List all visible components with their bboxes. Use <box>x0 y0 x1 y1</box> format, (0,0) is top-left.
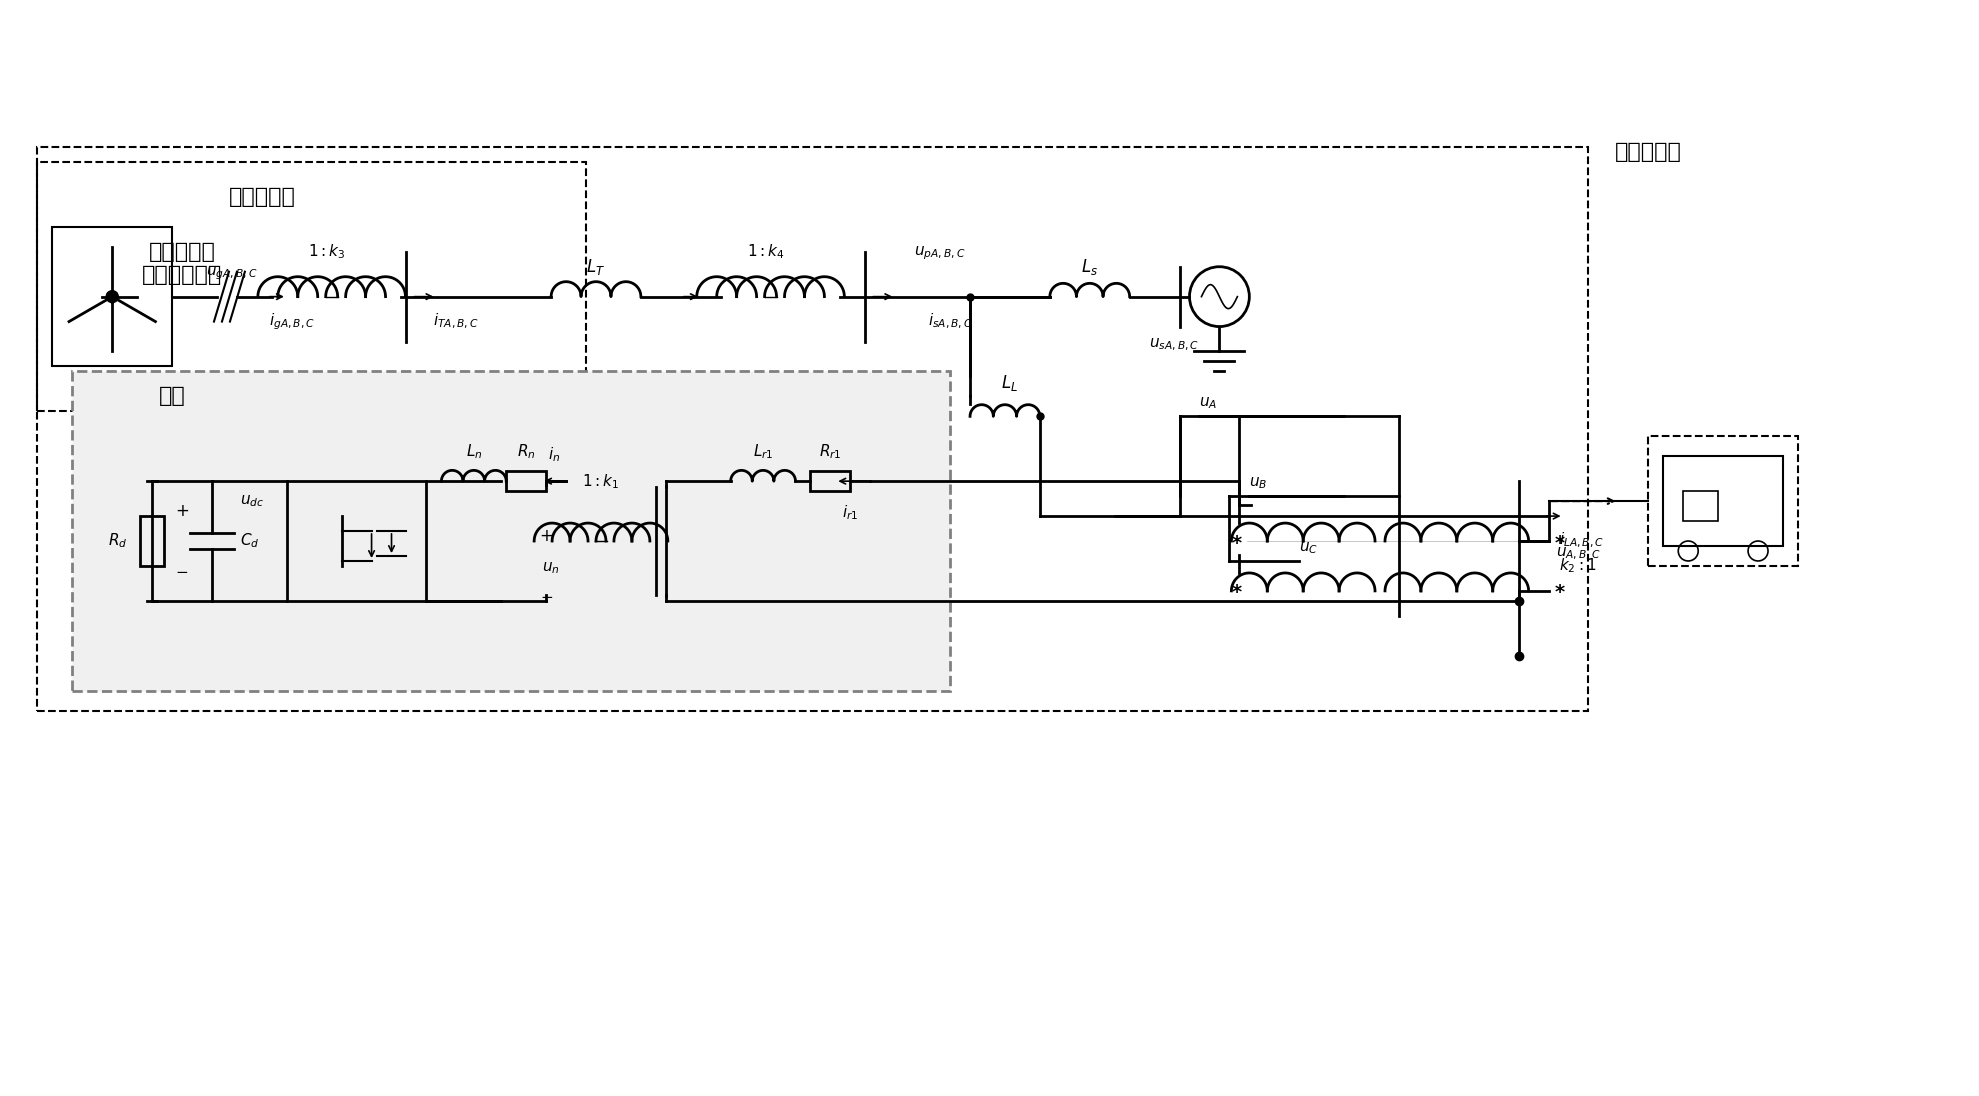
Text: 电气化铁路
牵引供电系统: 电气化铁路 牵引供电系统 <box>142 242 222 285</box>
Text: $R_n$: $R_n$ <box>517 442 536 461</box>
Text: $k_2:1$: $k_2:1$ <box>1559 557 1595 575</box>
Text: $u_A$: $u_A$ <box>1199 396 1217 411</box>
Text: $L_L$: $L_L$ <box>1001 374 1019 393</box>
Bar <box>1649 436 1799 566</box>
Text: *: * <box>1231 583 1241 603</box>
Text: *: * <box>1231 534 1241 552</box>
Text: $C_d$: $C_d$ <box>239 532 259 550</box>
Text: $u_n$: $u_n$ <box>542 560 560 575</box>
Text: $i_n$: $i_n$ <box>548 445 560 464</box>
Text: $u_{A,B,C}$: $u_{A,B,C}$ <box>1555 546 1601 562</box>
Bar <box>1662 456 1783 546</box>
Text: $i_{gA,B,C}$: $i_{gA,B,C}$ <box>269 311 315 332</box>
Bar <box>38 162 586 411</box>
Text: $1:k_1$: $1:k_1$ <box>582 472 619 491</box>
Text: $-$: $-$ <box>540 589 552 604</box>
Bar <box>141 516 164 566</box>
Text: $u_{sA,B,C}$: $u_{sA,B,C}$ <box>1150 336 1199 353</box>
Text: *: * <box>1555 534 1565 552</box>
Text: +: + <box>174 502 188 521</box>
Bar <box>1684 491 1718 521</box>
Text: $L_n$: $L_n$ <box>465 442 483 461</box>
Text: $u_{dc}$: $u_{dc}$ <box>239 493 263 509</box>
Text: *: * <box>1555 583 1565 603</box>
Text: $u_{gA,B,C}$: $u_{gA,B,C}$ <box>206 264 257 282</box>
Text: $L_{r1}$: $L_{r1}$ <box>752 442 774 461</box>
Text: $R_d$: $R_d$ <box>107 532 127 550</box>
Text: $u_B$: $u_B$ <box>1249 476 1269 491</box>
Bar <box>287 481 425 601</box>
Text: $i_{TA,B,C}$: $i_{TA,B,C}$ <box>433 311 479 331</box>
Text: 直驱风电场: 直驱风电场 <box>228 187 295 207</box>
Circle shape <box>107 290 119 302</box>
Bar <box>73 372 950 690</box>
Bar <box>811 471 851 491</box>
Text: $i_{sA,B,C}$: $i_{sA,B,C}$ <box>928 311 972 331</box>
Text: $u_{pA,B,C}$: $u_{pA,B,C}$ <box>914 244 966 262</box>
Text: 机车: 机车 <box>158 387 186 407</box>
Text: 三相电压源: 三相电压源 <box>1615 142 1682 162</box>
Text: $u_C$: $u_C$ <box>1298 540 1318 556</box>
Bar <box>51 227 172 366</box>
Text: $L_s$: $L_s$ <box>1081 256 1098 276</box>
Text: $-$: $-$ <box>176 563 188 579</box>
Text: $1:k_4$: $1:k_4$ <box>746 242 784 262</box>
Bar <box>507 471 546 491</box>
Text: +: + <box>538 527 552 545</box>
Bar <box>38 147 1589 710</box>
Text: $L_T$: $L_T$ <box>586 256 606 276</box>
Text: $R_{r1}$: $R_{r1}$ <box>819 442 841 461</box>
Text: $i_{LA,B,C}$: $i_{LA,B,C}$ <box>1559 532 1603 550</box>
Text: $i_{r1}$: $i_{r1}$ <box>843 503 859 522</box>
Text: $1:k_3$: $1:k_3$ <box>309 242 346 262</box>
